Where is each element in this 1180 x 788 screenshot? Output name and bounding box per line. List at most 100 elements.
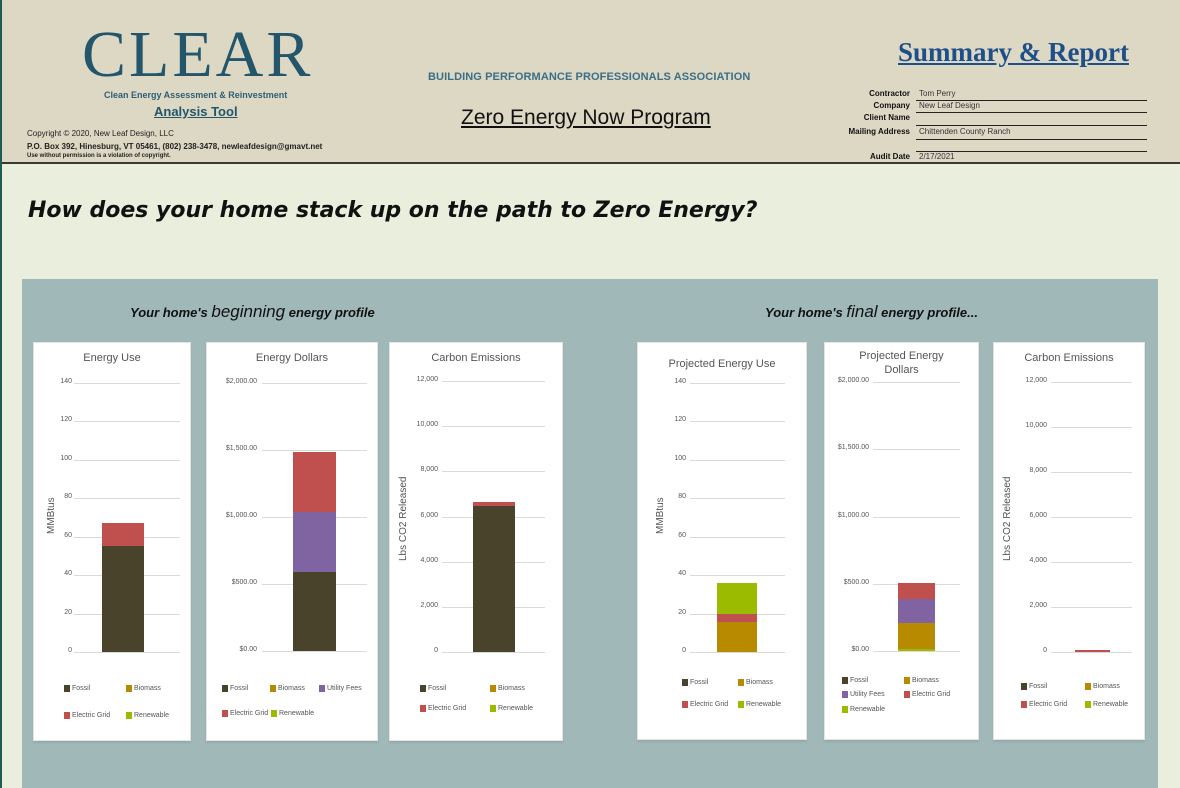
- bar-segment-renewable[interactable]: [898, 648, 935, 651]
- legend-swatch-icon: [319, 685, 325, 692]
- gridline: [262, 450, 367, 451]
- bar-segment-electric-grid[interactable]: [717, 613, 757, 623]
- bar-segment-biomass[interactable]: [717, 622, 757, 652]
- gridline: [1051, 562, 1132, 563]
- legend-item-renewable[interactable]: Renewable: [1085, 701, 1128, 708]
- bar-segment-utility-fees[interactable]: [293, 512, 336, 572]
- legend-swatch-icon: [490, 705, 496, 712]
- bar-segment-renewable[interactable]: [717, 582, 757, 614]
- legend-item-biomass[interactable]: Biomass: [490, 685, 525, 692]
- gridline: [74, 421, 180, 423]
- legend-item-renewable[interactable]: Renewable: [738, 701, 781, 708]
- chart-beginning-energy-use[interactable]: Energy Use MMBtus 140 120 100 80 60 40 20 0 Fossil…: [33, 342, 191, 741]
- gridline: [873, 516, 960, 518]
- legend-swatch-icon: [270, 685, 276, 692]
- logo-tool-link[interactable]: Analysis Tool: [154, 104, 238, 119]
- legend-item-fossil[interactable]: Fossil: [420, 685, 446, 692]
- bar-segment-fossil[interactable]: [293, 571, 336, 651]
- bar-segment-electric-grid[interactable]: [293, 452, 336, 513]
- legend-label: Fossil: [72, 685, 91, 692]
- heading-text: energy profile...: [877, 305, 978, 320]
- bar-segment-electric-grid[interactable]: [473, 502, 515, 506]
- bar-segment-fossil[interactable]: [473, 505, 515, 652]
- y-tick-label: 8,000: [1029, 467, 1047, 474]
- legend-item-electric-grid[interactable]: Electric Grid: [64, 712, 110, 719]
- chart-final-projected-energy-dollars[interactable]: Projected Energy Dollars $2,000.00 $1,500.…: [824, 342, 979, 740]
- heading-text: Your home's: [765, 305, 847, 320]
- legend-label: Utility Fees: [327, 685, 362, 692]
- chart-beginning-carbon-emissions[interactable]: Carbon Emissions Lbs CO2 Released 12,000 10…: [389, 342, 563, 741]
- legend-label: Biomass: [912, 677, 939, 684]
- legend-item-electric-grid[interactable]: Electric Grid: [222, 710, 268, 717]
- legend-item-fossil[interactable]: Fossil: [64, 685, 90, 692]
- bar-segment-fossil[interactable]: [102, 546, 144, 652]
- heading-emphasis: beginning: [211, 302, 286, 321]
- y-tick-label: 100: [60, 454, 72, 462]
- y-tick-label: 10,000: [416, 421, 438, 429]
- legend-item-utility-fees[interactable]: Utility Fees: [319, 685, 362, 692]
- info-company: Company New Leaf Design: [802, 101, 1147, 113]
- underline: [916, 139, 1147, 140]
- legend-item-renewable[interactable]: Renewable: [490, 705, 533, 712]
- gridline: [1051, 427, 1132, 428]
- bar-segment-biomass[interactable]: [898, 623, 935, 649]
- legend-label: Renewable: [746, 701, 782, 708]
- legend-item-renewable[interactable]: Renewable: [126, 712, 169, 719]
- chart-title: Carbon Emissions: [1024, 352, 1114, 364]
- legend-item-fossil[interactable]: Fossil: [682, 679, 708, 686]
- bar-segment-electric-grid[interactable]: [102, 523, 144, 547]
- legend-item-renewable[interactable]: Renewable: [842, 706, 885, 713]
- y-tick-label: 40: [678, 570, 686, 578]
- legend-item-renewable[interactable]: Renewable: [271, 710, 314, 717]
- legend-item-fossil[interactable]: Fossil: [222, 685, 248, 692]
- legend-swatch-icon: [842, 691, 848, 698]
- legend-item-electric-grid[interactable]: Electric Grid: [1021, 701, 1067, 708]
- chart-final-carbon-emissions[interactable]: Carbon Emissions Lbs CO2 Released 12,000 10…: [993, 342, 1145, 740]
- y-tick-label: $0.00: [239, 646, 257, 653]
- info-value[interactable]: New Leaf Design: [919, 101, 980, 110]
- legend-label: Renewable: [134, 712, 170, 719]
- gridline: [74, 459, 180, 461]
- legend-item-electric-grid[interactable]: Electric Grid: [904, 691, 950, 698]
- legend-swatch-icon: [1085, 701, 1091, 708]
- bar-segment-electric-grid[interactable]: [898, 583, 935, 599]
- legend-swatch-icon: [904, 677, 910, 684]
- legend-item-biomass[interactable]: Biomass: [1085, 683, 1120, 690]
- chart-title: Carbon Emissions: [431, 352, 521, 364]
- info-value[interactable]: Tom Perry: [919, 89, 956, 98]
- info-label: Audit Date: [870, 152, 910, 161]
- legend-item-utility-fees[interactable]: Utility Fees: [842, 691, 885, 698]
- gridline: [1051, 607, 1132, 608]
- logo-subtitle: Clean Energy Assessment & Reinvestment: [104, 90, 288, 100]
- y-tick-label: 2,000: [420, 601, 438, 609]
- copyright: Copyright © 2020, New Leaf Design, LLC: [27, 129, 174, 138]
- legend-swatch-icon: [64, 712, 70, 719]
- y-tick-label: 80: [64, 493, 72, 501]
- heading-text: energy profile: [285, 305, 375, 320]
- info-client-name: Client Name: [802, 113, 1147, 126]
- legend-item-electric-grid[interactable]: Electric Grid: [420, 705, 466, 712]
- bar-segment-electric-grid[interactable]: [1075, 649, 1110, 652]
- y-tick-label: 140: [674, 378, 686, 385]
- legend-label: Renewable: [498, 705, 534, 712]
- legend-item-biomass[interactable]: Biomass: [126, 685, 161, 692]
- chart-final-projected-energy-use[interactable]: Projected Energy Use MMBtus 140 120 100 80 60 4…: [637, 342, 807, 740]
- legend-item-biomass[interactable]: Biomass: [904, 677, 939, 684]
- legend-swatch-icon: [1021, 683, 1027, 690]
- bar-segment-utility-fees[interactable]: [898, 598, 935, 623]
- legend-item-biomass[interactable]: Biomass: [738, 679, 773, 686]
- info-value[interactable]: 2/17/2021: [919, 152, 955, 161]
- legend-item-fossil[interactable]: Fossil: [1021, 683, 1047, 690]
- chart-title: Energy Dollars: [255, 352, 329, 364]
- y-tick-label: 4,000: [420, 556, 438, 564]
- gridline: [690, 652, 785, 653]
- y-tick-label: 120: [674, 416, 686, 424]
- chart-beginning-energy-dollars[interactable]: Energy Dollars $2,000.00 $1,500.00 $1,000.0…: [206, 342, 378, 741]
- legend-item-electric-grid[interactable]: Electric Grid: [682, 701, 728, 708]
- y-tick-label: $2,000.00: [837, 377, 869, 384]
- info-mailing-address-2: [802, 139, 1147, 152]
- left-edge: [0, 0, 2, 788]
- legend-item-fossil[interactable]: Fossil: [842, 677, 868, 684]
- info-value[interactable]: Chittenden County Ranch: [919, 127, 1011, 136]
- legend-item-biomass[interactable]: Biomass: [270, 685, 305, 692]
